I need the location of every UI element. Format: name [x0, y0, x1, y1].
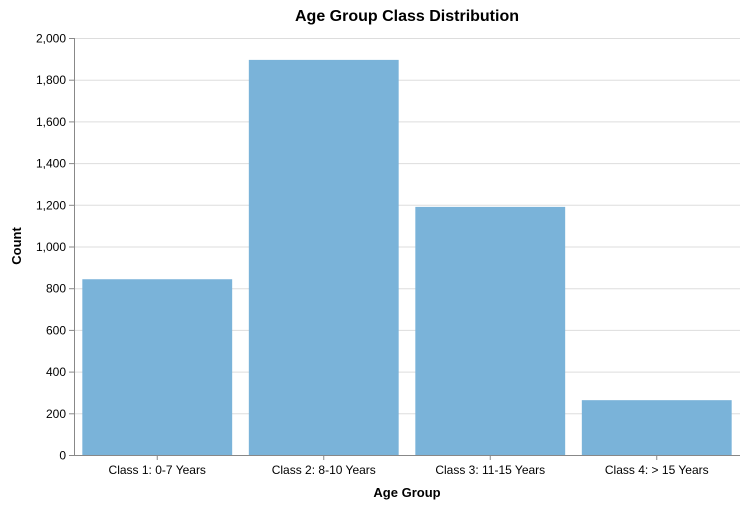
- bar-3: [415, 206, 566, 455]
- y-tick-label: 600: [46, 323, 66, 337]
- y-tick-label: 800: [46, 282, 66, 296]
- y-tick-label: 1,000: [36, 240, 66, 254]
- y-tick-label: 2,000: [36, 32, 66, 46]
- y-tick-label: 1,400: [36, 157, 66, 171]
- x-tick-label: Class 4: > 15 Years: [605, 463, 709, 477]
- bar-4: [581, 400, 732, 455]
- x-tick-label: Class 3: 11-15 Years: [435, 463, 545, 477]
- axes: 0 200 400 600 800 1,000 1,200 1,400 1,600 1,800 2,…: [36, 32, 740, 477]
- bar-1: [82, 279, 233, 455]
- x-tick-label: Class 2: 8-10 Years: [272, 463, 376, 477]
- y-tick-label: 1,600: [36, 115, 66, 129]
- y-tick-label: 1,200: [36, 198, 66, 212]
- y-axis-title: Count: [9, 227, 24, 265]
- bars: [82, 59, 732, 456]
- bar-2: [248, 59, 399, 456]
- y-tick-label: 1,800: [36, 73, 66, 87]
- y-tick-label: 400: [46, 365, 66, 379]
- y-tick-label: 200: [46, 407, 66, 421]
- chart-title: Age Group Class Distribution: [295, 8, 519, 25]
- x-axis-title: Age Group: [373, 485, 440, 500]
- x-tick-label: Class 1: 0-7 Years: [109, 463, 206, 477]
- y-tick-label: 0: [59, 449, 66, 463]
